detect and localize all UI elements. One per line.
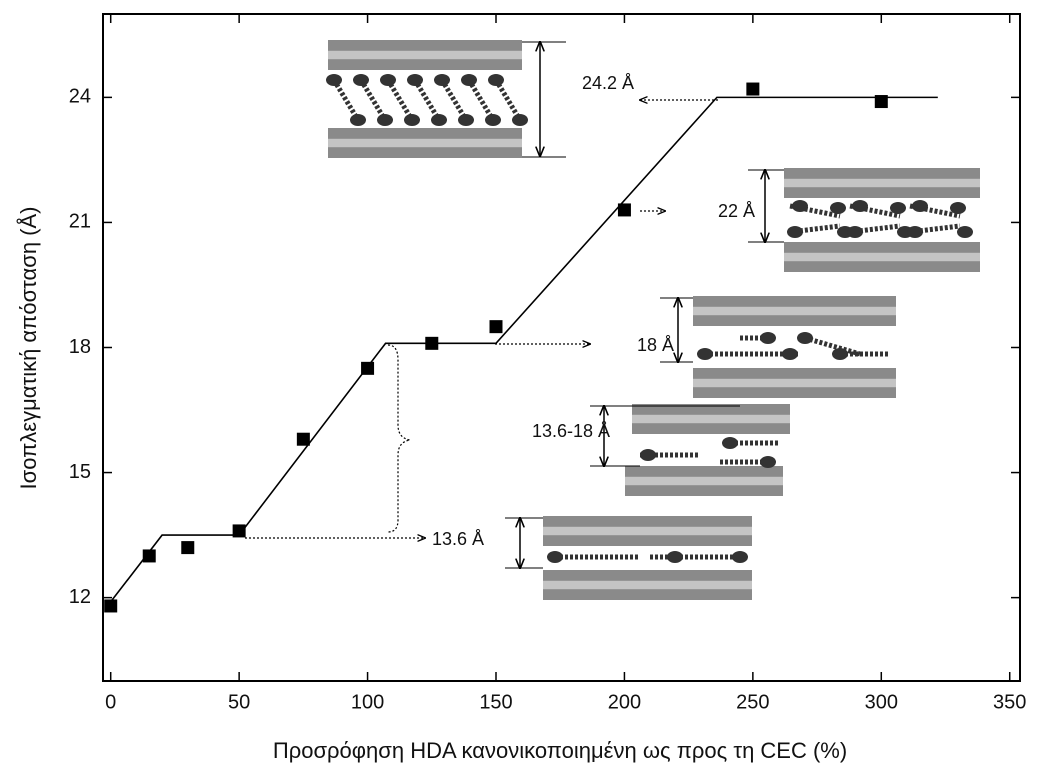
chain [412,78,442,122]
chain [439,78,469,122]
chain-head [950,202,966,214]
x-axis-title: Προσρόφηση HDA κανονικοποιημένη ως προς … [273,738,847,763]
annotation: 18 Å [637,335,674,355]
chain-head [907,226,923,238]
clay-stripe [693,378,896,388]
chain-head [461,74,477,86]
fit-line [110,96,938,603]
chain-head [852,200,868,212]
chain-head [890,202,906,214]
chain-head [732,551,748,563]
chain-head [485,114,501,126]
chain-head [547,551,563,563]
y-tick-label: 12 [69,586,91,608]
data-point [617,203,631,217]
illustrations [245,40,980,600]
chain-head [640,449,656,461]
data-point [104,599,118,613]
brace [387,344,411,533]
data-point [181,541,195,555]
y-axis-title: Ισοπλεγματική απόσταση (Å) [16,207,41,490]
annotation: 22 Å [718,201,755,221]
chain [849,203,901,219]
clay-stripe [784,178,980,188]
chain-head [760,332,776,344]
chain-head [760,456,776,468]
data-point [489,320,503,334]
chain-head [488,74,504,86]
chain-head [326,74,342,86]
y-tick-label: 18 [69,336,91,358]
chain-head [350,114,366,126]
data-point [232,524,246,538]
x-tick-label: 250 [736,691,769,713]
annotation: 13.6 Å [432,529,484,549]
data-point [746,82,760,96]
chain [804,335,861,357]
y-tick-label: 24 [69,86,91,108]
chain-head [722,437,738,449]
chain-head [380,74,396,86]
chain [909,203,961,219]
chain [466,78,496,122]
data-point [874,95,888,109]
y-tick-label: 21 [69,211,91,233]
x-tick-label: 50 [228,691,250,713]
chain-head [912,200,928,212]
chain-head [782,348,798,360]
chain-head [792,200,808,212]
chain-head [377,114,393,126]
clay-stripe [328,50,522,60]
clay-stripe [632,414,790,424]
clay-stripe [693,306,896,316]
clay-stripe [543,526,752,536]
clay-stripe [625,476,783,486]
annotation: 13.6-18 Å [532,421,610,441]
chain-head [957,226,973,238]
chain [789,203,841,219]
annotation: 24.2 Å [582,73,634,93]
data-point [296,432,310,446]
chain-head [512,114,528,126]
chain-head [434,74,450,86]
x-tick-label: 200 [608,691,641,713]
x-tick-label: 150 [479,691,512,713]
clay-stripe [543,580,752,590]
chain-head [667,551,683,563]
chain-head [847,226,863,238]
x-tick-label: 300 [865,691,898,713]
chain-head [797,332,813,344]
x-tick-label: 0 [105,691,116,713]
chain [909,223,961,235]
chain-head [431,114,447,126]
chain [493,78,523,122]
chain-head [353,74,369,86]
x-tick-label: 100 [351,691,384,713]
data-point [425,336,439,350]
x-tick-label: 350 [993,691,1026,713]
chain-head [458,114,474,126]
chain-head [830,202,846,214]
clay-stripe [784,252,980,262]
chain [385,78,415,122]
y-tick-label: 15 [69,461,91,483]
chain [789,223,841,235]
chain-head [407,74,423,86]
chain [331,78,361,122]
chain-head [697,348,713,360]
data-point [361,361,375,375]
chain-head [404,114,420,126]
chain [358,78,388,122]
chain [849,223,901,235]
chain-head [787,226,803,238]
data-point [142,549,156,563]
clay-stripe [328,138,522,148]
